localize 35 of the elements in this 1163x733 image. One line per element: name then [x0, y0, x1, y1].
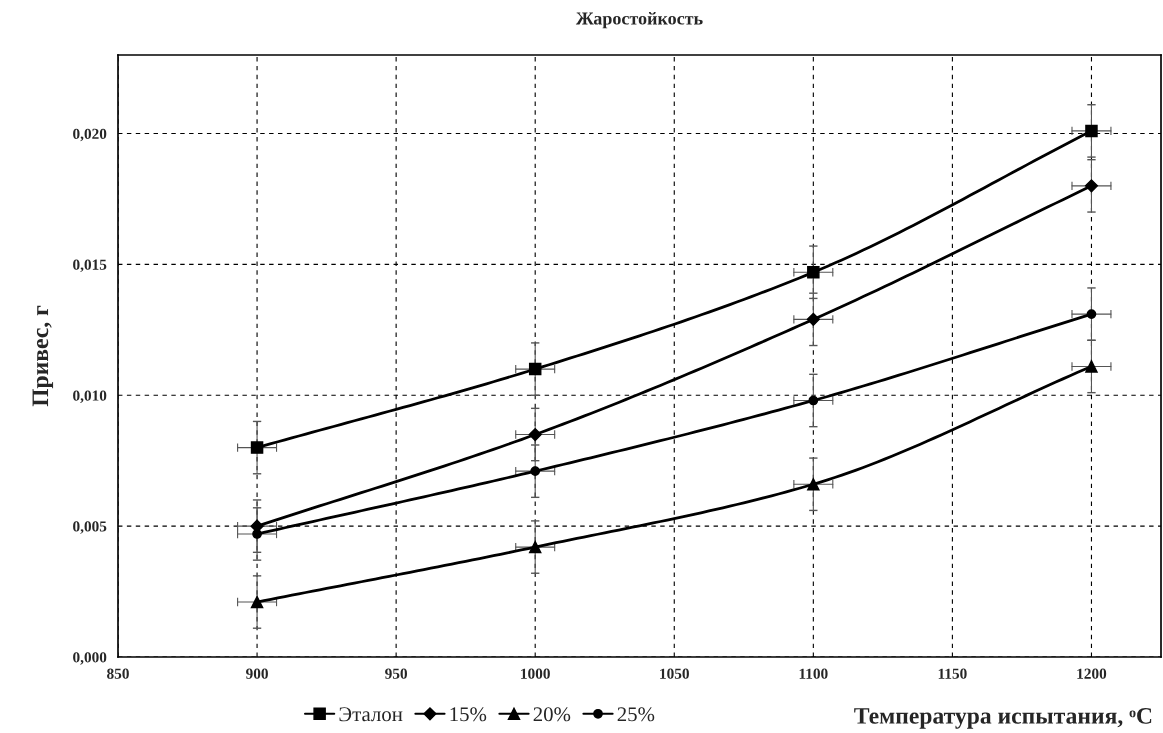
point: [528, 362, 542, 376]
point: [1086, 309, 1097, 319]
x-tick-label: 1100: [799, 668, 828, 679]
y-tick-label: 0,015: [73, 259, 107, 273]
point: [806, 312, 820, 326]
point: [250, 441, 264, 454]
x-axis-title: Температура испытания, ᵒC: [854, 707, 1152, 729]
y-tick-label: 0,020: [73, 128, 107, 142]
x-tick-label: 1050: [660, 668, 689, 679]
x-tick-label: 1150: [938, 668, 967, 679]
y-tick-label: 0,000: [73, 652, 107, 665]
point: [1085, 360, 1098, 373]
point: [808, 395, 819, 406]
y-tick-label: 0,005: [73, 521, 107, 534]
legend-label: 25%: [617, 707, 655, 722]
x-tick-label: 850: [107, 668, 129, 679]
x-tick-label: 900: [246, 668, 268, 679]
legend-label: 20%: [533, 707, 571, 722]
chart-title: Жаростойкость: [575, 12, 703, 29]
point: [530, 466, 541, 477]
point: [1084, 179, 1099, 193]
point: [528, 427, 542, 442]
legend-label: 15%: [450, 707, 487, 722]
point: [807, 265, 820, 279]
point: [252, 529, 262, 539]
x-tick-label: 1200: [1077, 668, 1107, 679]
x-tick-label: 950: [385, 668, 408, 679]
point: [250, 595, 264, 609]
legend-label: Эталон: [339, 707, 403, 722]
y-axis-title: Привес, г: [32, 305, 54, 407]
point: [1085, 124, 1098, 138]
point: [807, 478, 820, 491]
x-tick-label: 1000: [521, 668, 550, 679]
y-tick-label: 0,010: [73, 390, 107, 403]
point: [528, 540, 542, 554]
